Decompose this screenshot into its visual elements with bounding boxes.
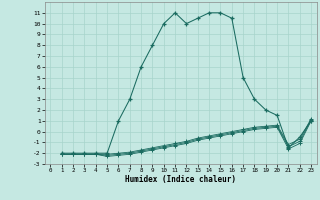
X-axis label: Humidex (Indice chaleur): Humidex (Indice chaleur) [125,175,236,184]
